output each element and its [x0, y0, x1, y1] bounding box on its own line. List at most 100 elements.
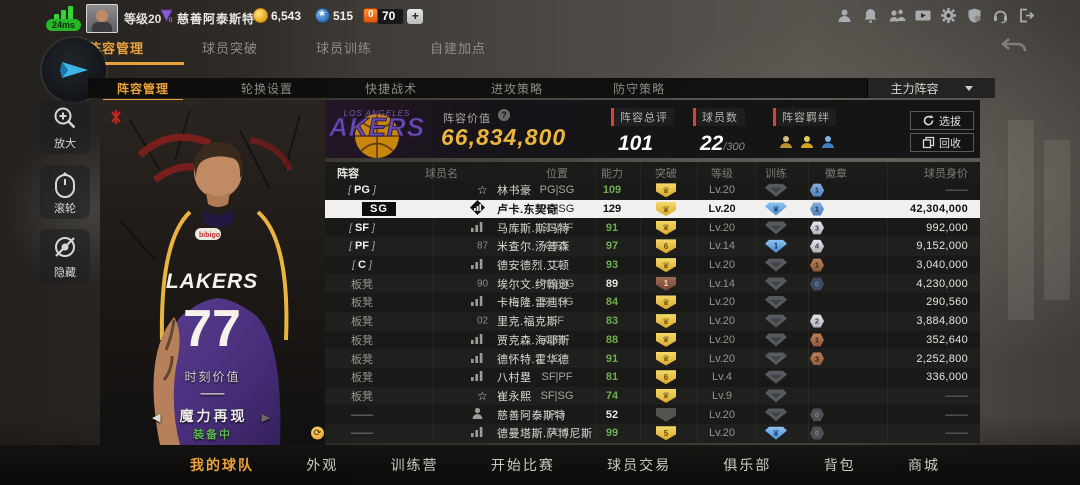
team-logo: LOS ANGELES AKERS — [319, 94, 437, 160]
table-row[interactable]: ⟳ 板凳 02 里克.福克斯 SF 83 ♛ Lv.20 12 3,884,80… — [325, 311, 980, 331]
scroll-wheel-button[interactable]: 滚轮 — [40, 165, 90, 219]
subtab-offense-strategy[interactable]: 进攻策略 — [491, 81, 544, 96]
player-type-icon — [465, 333, 489, 347]
player-ability: 99 — [605, 427, 619, 440]
sub-tab-bar: 阵容管理 轮换设置 快捷战术 进攻策略 防守策略 主力阵容 — [88, 78, 995, 101]
subtab-rotation[interactable]: 轮换设置 — [241, 81, 294, 96]
lineup-dropdown[interactable]: 主力阵容 — [867, 78, 995, 98]
player-level: Lv.20 — [708, 408, 736, 421]
bond-icon-2[interactable] — [800, 135, 815, 154]
nav-club[interactable]: 俱乐部 — [723, 457, 772, 473]
headset-icon[interactable] — [993, 8, 1008, 24]
gear-icon[interactable] — [941, 8, 956, 23]
magnifier-icon — [40, 105, 90, 135]
player-price: 290,560 — [926, 296, 968, 309]
recycle-button[interactable]: 回收 — [910, 133, 974, 152]
subtab-lineup-manage[interactable]: 阵容管理 — [102, 81, 184, 101]
tab-custom-points[interactable]: 自建加点 — [430, 41, 487, 56]
bond-icon-1[interactable] — [779, 135, 794, 154]
table-row[interactable]: ⟳ [PF] 87 米查尔.汤普森 C|PF 97 6 Lv.14 1 84 9… — [325, 237, 980, 256]
zoom-in-button[interactable]: 放大 — [40, 100, 90, 154]
player-ability: 88 — [605, 333, 619, 346]
back-icon[interactable] — [995, 35, 1029, 57]
diamond-currency[interactable]: 70+ — [363, 8, 424, 26]
nav-training-camp[interactable]: 训练营 — [390, 457, 439, 473]
lineup-rating: 阵容总评 101 — [611, 108, 674, 156]
player-price: 992,000 — [926, 221, 968, 234]
header-ability: 能力 — [601, 168, 623, 180]
table-row[interactable]: ⟳ SG 卢卡.东契奇 PG|SG 129 ♛ Lv.20 ♛ 13221 42… — [325, 199, 980, 219]
row-slot: 板凳 — [351, 334, 373, 347]
player-name: 八村塁 — [497, 372, 532, 385]
row-slot: [PF] — [349, 240, 375, 253]
player-card[interactable]: bibigo LAKERS 77 时刻价值 —— ◀ 魔力再现 ▶ 装备中 — [100, 100, 325, 445]
hide-button[interactable]: 隐藏 — [40, 229, 90, 283]
table-row[interactable]: ⟳ 板凳 卡梅隆.雷迪什 SF|SG 84 ♛ Lv.20 290,560 — [325, 293, 980, 312]
coin-currency[interactable]: 6,543 — [253, 8, 301, 26]
logout-icon[interactable] — [1019, 8, 1035, 23]
player-ability: 83 — [605, 315, 619, 328]
bell-icon[interactable] — [863, 8, 878, 23]
shield-lock-icon[interactable] — [967, 8, 982, 23]
star-currency[interactable]: 515 — [315, 8, 353, 26]
row-slot: —— — [351, 427, 373, 440]
player-type-icon — [465, 295, 489, 309]
lineup-value: 66,834,800 — [441, 124, 567, 150]
player-level: Lv.20 — [708, 427, 736, 440]
player-type-icon — [465, 352, 489, 366]
tab-player-training[interactable]: 球员训练 — [316, 41, 373, 56]
player-ability: 129 — [602, 203, 622, 216]
row-slot: 板凳 — [351, 353, 373, 366]
player-level: Lv.20 — [708, 221, 736, 234]
nav-shop[interactable]: 商城 — [907, 457, 940, 473]
diamond-icon — [363, 8, 378, 23]
network-signal-icon — [52, 5, 86, 31]
player-ability: 84 — [605, 296, 619, 309]
tab-player-breakthrough[interactable]: 球员突破 — [202, 41, 259, 56]
row-slot: 板凳 — [351, 372, 373, 385]
player-name: 米查尔.汤普森 — [497, 241, 570, 254]
table-row[interactable]: ⟳ 板凳 德怀特.霍华德 C 91 ♛ Lv.20 3 2,252,800 — [325, 349, 980, 368]
row-slot: —— — [351, 408, 373, 421]
nav-player-trade[interactable]: 球员交易 — [607, 457, 672, 473]
table-row[interactable]: ⟳ 板凳 90 埃尔文.约翰逊 PG|SG 89 1 Lv.14 8000 4,… — [325, 274, 980, 294]
lineup-bonds: 阵容羁绊 — [773, 108, 836, 154]
header-pos: 位置 — [546, 168, 568, 180]
username: 慈善阿泰斯特 — [177, 12, 256, 26]
player-ability: 93 — [605, 259, 619, 272]
table-row[interactable]: ⟳ [SF] 马库斯.斯玛特 SG|SF 91 ♛ Lv.20 43 992,0… — [325, 218, 980, 238]
table-row[interactable]: ⟳ [PG] ☆ 林书豪 PG|SG 109 ♛ Lv.20 111911 —— — [325, 181, 980, 200]
select-players-button[interactable]: 选拔 — [910, 111, 974, 130]
table-row[interactable]: ⟳ [C] 德安德烈.艾顿 C 93 ♛ Lv.20 1 3,040,000 — [325, 255, 980, 275]
table-row[interactable]: ⟳ 板凳 八村塁 SF|PF 81 6 Lv.4 336,000 — [325, 367, 980, 387]
avatar[interactable] — [86, 4, 118, 33]
lineup-panel: 阵容管理 轮换设置 快捷战术 进攻策略 防守策略 主力阵容 — [88, 78, 995, 445]
nav-appearance[interactable]: 外观 — [306, 457, 339, 473]
prev-skin-arrow[interactable]: ◀ — [152, 412, 164, 424]
table-header: 阵容 球员名 位置 能力 突破 等级 训练 徽章 球员身价 — [325, 162, 980, 181]
hide-label: 隐藏 — [54, 267, 76, 279]
profile-icon[interactable] — [837, 8, 852, 23]
table-row[interactable]: ⟳ —— 德曼塔斯.萨博尼斯 C 99 5 Lv.20 ♛ 80 —— — [311, 423, 980, 443]
add-currency-button[interactable]: + — [407, 9, 424, 24]
tab-lineup-manage[interactable]: 阵容管理 — [85, 38, 185, 65]
table-row[interactable]: ⟳ 板凳 ☆ 崔永熙 SF|SG 74 ♛ Lv.9 —— — [325, 386, 980, 406]
next-skin-arrow[interactable]: ▶ — [261, 412, 273, 424]
row-slot: [C] — [352, 259, 372, 272]
nav-backpack[interactable]: 背包 — [823, 457, 856, 473]
table-row[interactable]: ⟳ 板凳 贾克森.海耶斯 C|PF 88 ♛ Lv.20 1 352,640 — [325, 330, 980, 350]
bond-icon-3[interactable] — [821, 135, 836, 154]
help-icon[interactable]: ? — [498, 109, 510, 121]
table-row[interactable]: ⟳ —— 慈善阿泰斯特 PG 52 Lv.20 00 —— — [325, 405, 980, 424]
player-ability: 91 — [605, 221, 619, 234]
header-price: 球员身价 — [924, 168, 968, 180]
player-price: 336,000 — [926, 371, 968, 384]
player-name: 崔永熙 — [497, 390, 532, 403]
player-type-icon — [465, 221, 489, 235]
nav-start-match[interactable]: 开始比赛 — [490, 457, 555, 473]
friends-icon[interactable] — [889, 8, 906, 23]
subtab-defense-strategy[interactable]: 防守策略 — [613, 81, 666, 96]
nav-my-team[interactable]: 我的球队 — [190, 457, 254, 473]
subtab-quick-tactics[interactable]: 快捷战术 — [365, 81, 418, 96]
video-icon[interactable] — [915, 8, 931, 23]
